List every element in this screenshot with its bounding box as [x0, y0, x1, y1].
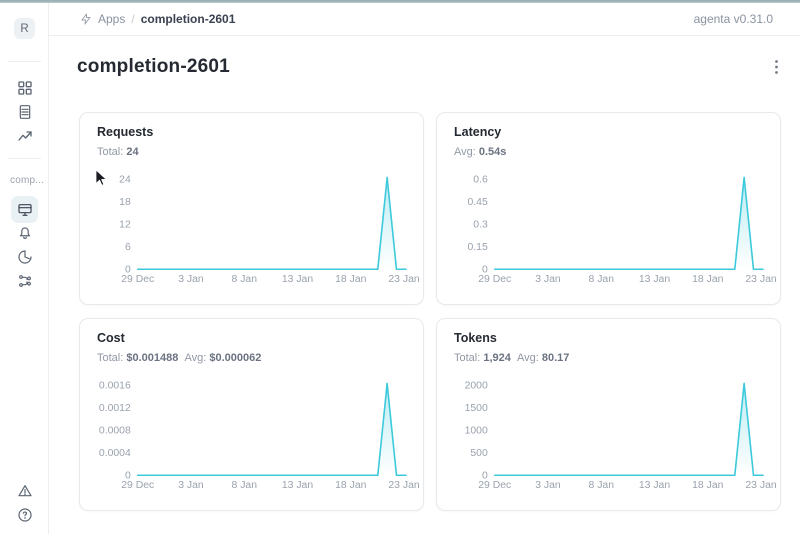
svg-text:0.0016: 0.0016: [99, 380, 131, 391]
svg-text:8 Jan: 8 Jan: [589, 480, 615, 491]
svg-text:3 Jan: 3 Jan: [178, 480, 204, 491]
svg-text:23 Jan: 23 Jan: [388, 274, 420, 285]
svg-text:8 Jan: 8 Jan: [589, 274, 615, 285]
svg-text:13 Jan: 13 Jan: [639, 480, 671, 491]
svg-text:13 Jan: 13 Jan: [639, 274, 671, 285]
svg-text:13 Jan: 13 Jan: [282, 274, 314, 285]
svg-text:6: 6: [125, 242, 131, 253]
svg-text:18 Jan: 18 Jan: [335, 480, 367, 491]
svg-text:0.6: 0.6: [473, 174, 488, 185]
svg-text:18 Jan: 18 Jan: [692, 274, 724, 285]
svg-text:8 Jan: 8 Jan: [232, 274, 258, 285]
svg-text:18: 18: [119, 197, 131, 208]
svg-text:23 Jan: 23 Jan: [745, 274, 777, 285]
svg-text:0.15: 0.15: [467, 242, 488, 253]
svg-text:0.0008: 0.0008: [99, 426, 131, 437]
svg-text:18 Jan: 18 Jan: [335, 274, 367, 285]
svg-text:29 Dec: 29 Dec: [121, 274, 154, 285]
svg-text:8 Jan: 8 Jan: [232, 480, 258, 491]
svg-text:1000: 1000: [465, 426, 488, 437]
svg-text:2000: 2000: [465, 380, 488, 391]
svg-text:12: 12: [119, 220, 131, 231]
svg-text:0.3: 0.3: [473, 220, 488, 231]
svg-text:0.0012: 0.0012: [99, 403, 131, 414]
svg-text:3 Jan: 3 Jan: [178, 274, 204, 285]
svg-text:3 Jan: 3 Jan: [535, 274, 561, 285]
svg-text:13 Jan: 13 Jan: [282, 480, 314, 491]
svg-text:0.0004: 0.0004: [99, 448, 131, 459]
svg-text:29 Dec: 29 Dec: [478, 274, 511, 285]
svg-text:3 Jan: 3 Jan: [535, 480, 561, 491]
svg-text:500: 500: [470, 448, 488, 459]
svg-text:24: 24: [119, 174, 131, 185]
svg-text:1500: 1500: [465, 403, 488, 414]
svg-text:23 Jan: 23 Jan: [388, 480, 420, 491]
svg-text:23 Jan: 23 Jan: [745, 480, 777, 491]
svg-text:18 Jan: 18 Jan: [692, 480, 724, 491]
svg-text:29 Dec: 29 Dec: [121, 480, 154, 491]
svg-text:0.45: 0.45: [467, 197, 488, 208]
svg-text:29 Dec: 29 Dec: [478, 480, 511, 491]
